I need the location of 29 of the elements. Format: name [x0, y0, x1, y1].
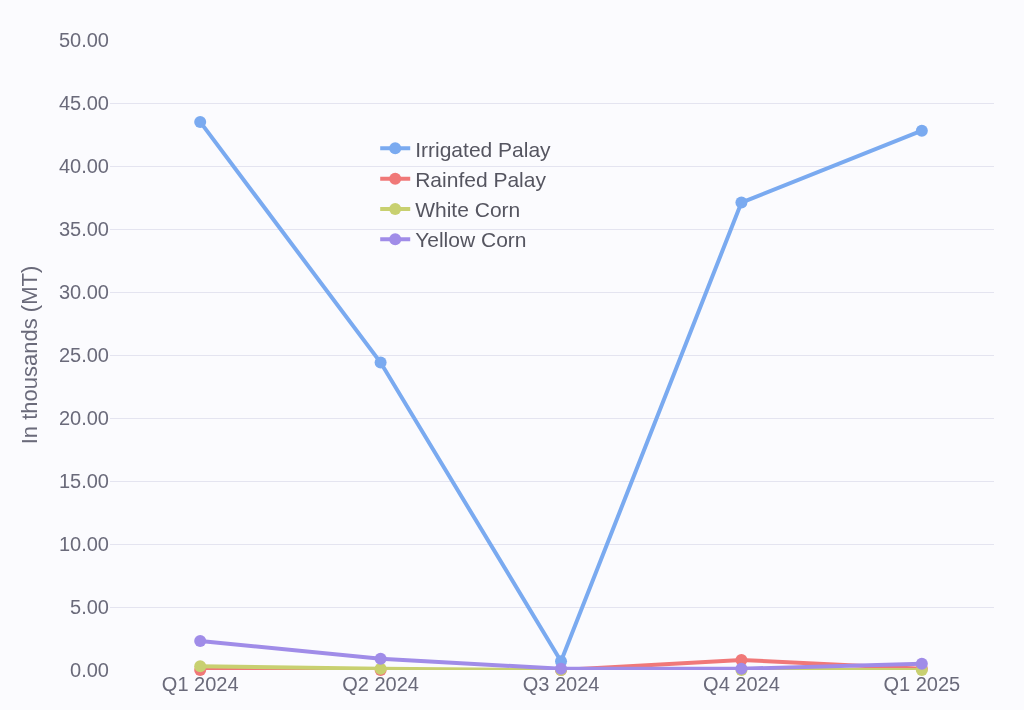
y-tick-label: 40.00: [58, 155, 109, 177]
y-tick-label: 15.00: [58, 470, 109, 492]
point: [374, 356, 387, 369]
legend-label: Yellow Corn: [415, 228, 527, 252]
x-tick-label: Q1 2024: [161, 673, 239, 695]
y-tick-label: 25.00: [58, 344, 109, 366]
point: [915, 124, 928, 137]
point: [194, 115, 207, 128]
y-axis-title: In thousands (MT): [16, 265, 42, 445]
legend-label: Irrigated Palay: [415, 137, 552, 161]
point: [194, 635, 207, 648]
y-tick-label: 30.00: [58, 281, 109, 303]
legend-label: Rainfed Palay: [415, 167, 547, 191]
x-tick-label: Q3 2024: [522, 673, 600, 695]
point: [915, 657, 928, 670]
legend-label: White Corn: [415, 198, 521, 222]
x-tick-label: Q2 2024: [342, 673, 419, 695]
y-tick-label: 5.00: [70, 596, 109, 618]
x-tick-label: Q4 2024: [703, 673, 780, 695]
y-tick-label: 20.00: [58, 407, 109, 429]
point: [194, 660, 207, 673]
x-tick-label: Q1 2025: [883, 673, 961, 695]
y-tick-label: 35.00: [58, 218, 109, 240]
y-tick-label: 10.00: [58, 533, 109, 555]
y-tick-label: 45.00: [58, 92, 109, 114]
y-tick-label: 0.00: [70, 659, 109, 681]
point: [374, 652, 387, 665]
point: [735, 196, 748, 209]
y-tick-label: 50.00: [58, 29, 109, 51]
